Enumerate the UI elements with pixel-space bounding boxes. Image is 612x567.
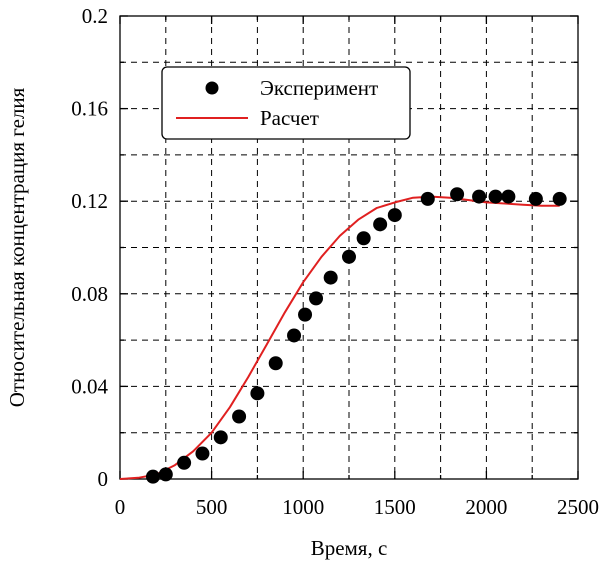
legend-label-calculation: Расчет — [260, 106, 319, 130]
data-point-experiment — [232, 409, 247, 424]
y-tick-labels: 0 0.04 0.08 0.12 0.16 0.2 — [71, 4, 108, 491]
x-tick-label: 1000 — [282, 495, 324, 519]
data-point-experiment — [488, 189, 503, 204]
y-tick-label: 0.16 — [71, 97, 108, 121]
data-point-experiment — [268, 356, 283, 371]
x-tick-label: 500 — [196, 495, 228, 519]
y-tick-label: 0.04 — [71, 374, 108, 398]
y-tick-label: 0 — [98, 467, 109, 491]
y-axis-label: Относительная концентрация гелия — [5, 87, 29, 407]
data-point-experiment — [342, 249, 356, 264]
x-axis-label: Время, с — [311, 536, 388, 560]
data-point-experiment — [323, 270, 338, 285]
legend-marker-experiment — [205, 81, 219, 95]
data-point-experiment — [195, 446, 210, 461]
y-tick-label: 0.2 — [82, 4, 108, 28]
x-tick-label: 2500 — [557, 495, 599, 519]
data-point-experiment — [472, 189, 487, 204]
data-point-experiment — [298, 307, 313, 322]
series-layer — [119, 187, 567, 484]
series-line-calculation — [119, 195, 560, 480]
y-tick-label: 0.08 — [71, 282, 108, 306]
data-point-experiment — [177, 455, 192, 470]
data-point-experiment — [287, 328, 302, 343]
legend-box — [161, 66, 411, 140]
data-point-experiment — [373, 217, 388, 232]
data-point-experiment — [528, 191, 543, 206]
x-tick-labels: 0 500 1000 1500 2000 2500 — [115, 495, 599, 519]
data-point-experiment — [501, 189, 516, 204]
data-point-experiment — [356, 231, 371, 246]
x-tick-label: 0 — [115, 495, 126, 519]
y-tick-label: 0.12 — [71, 189, 108, 213]
legend: Эксперимент Расчет — [161, 66, 411, 140]
data-point-experiment — [213, 430, 228, 445]
legend-label-experiment: Эксперимент — [260, 76, 378, 100]
x-tick-label: 1500 — [374, 495, 416, 519]
data-point-experiment — [420, 191, 435, 206]
data-point-experiment — [552, 191, 567, 206]
data-point-experiment — [387, 208, 402, 223]
x-tick-label: 2000 — [465, 495, 507, 519]
data-point-experiment — [158, 467, 173, 482]
data-point-experiment — [309, 291, 324, 306]
data-point-experiment — [145, 469, 160, 484]
data-point-experiment — [450, 187, 465, 202]
data-point-experiment — [250, 386, 265, 401]
